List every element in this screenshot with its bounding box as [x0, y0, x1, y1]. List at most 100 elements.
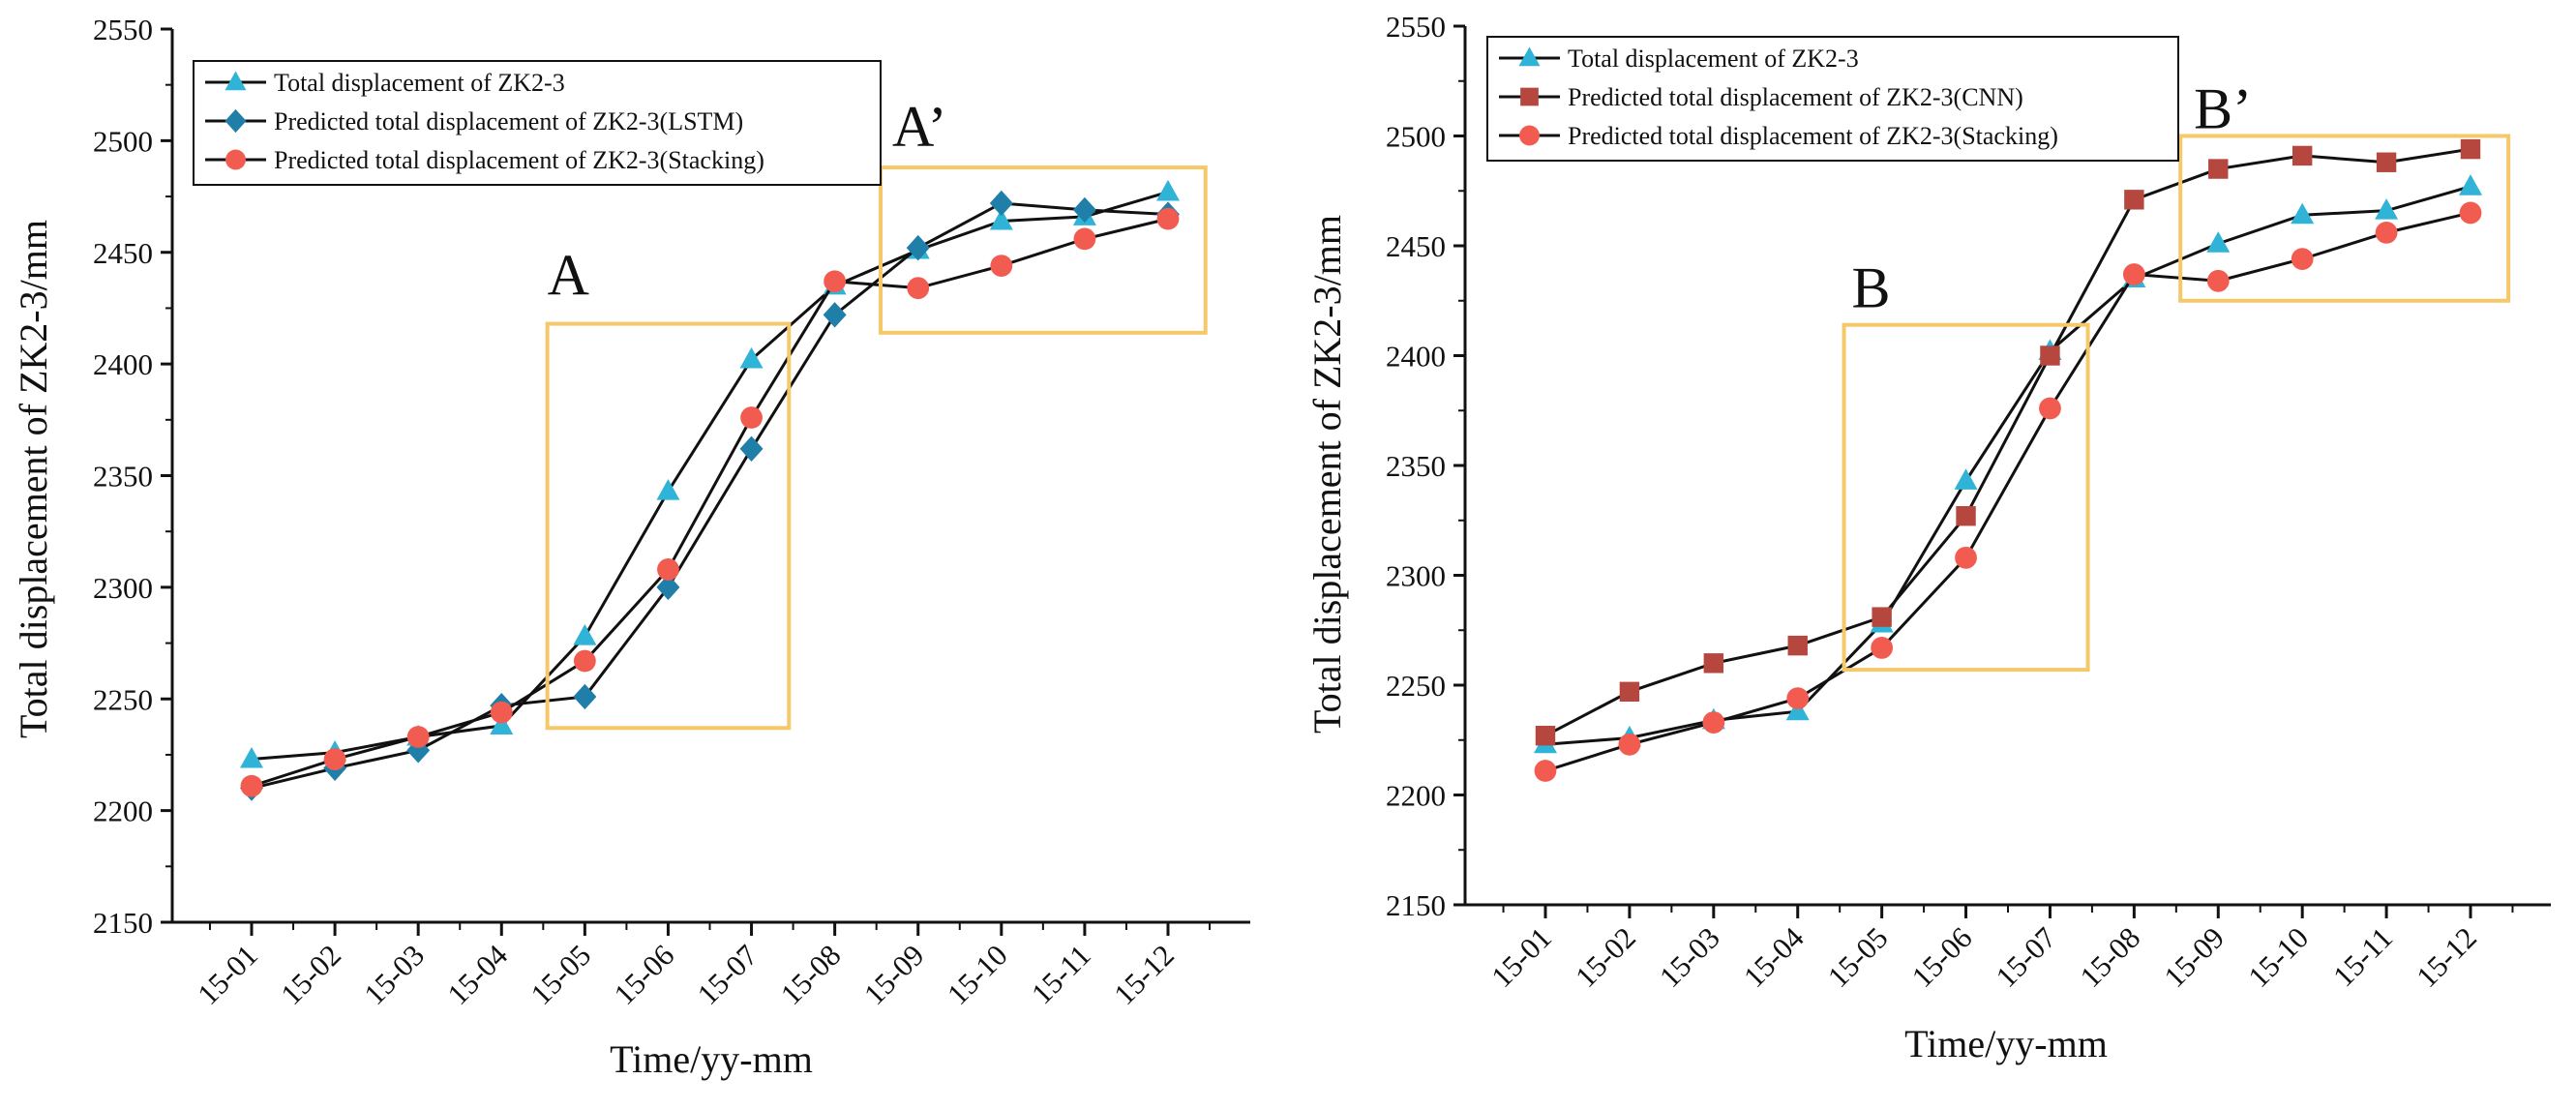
x-tick-label: 15-07: [1990, 920, 2063, 994]
data-point: [2376, 152, 2397, 172]
x-tick-label: 15-08: [2073, 920, 2146, 994]
data-point: [2124, 190, 2144, 210]
data-point: [1872, 607, 1892, 627]
data-point: [1534, 760, 1557, 782]
data-point: [323, 748, 346, 770]
x-tick-label: 15-10: [2241, 920, 2315, 994]
y-tick-label: 2200: [93, 794, 153, 828]
x-tick-label: 15-06: [608, 938, 681, 1011]
data-point: [2291, 145, 2313, 166]
data-point: [2375, 221, 2398, 244]
data-point: [2122, 263, 2145, 285]
data-point: [1156, 179, 1180, 201]
data-point: [2459, 201, 2482, 225]
x-tick-label: 15-05: [524, 938, 597, 1011]
series-0: [240, 179, 1180, 768]
annotation-label: B’: [2194, 77, 2252, 141]
data-point: [906, 234, 930, 261]
x-tick-label: 15-05: [1821, 920, 1895, 994]
x-tick-label: 15-04: [440, 938, 514, 1011]
legend-label: Predicted total displacement of ZK2-3(St…: [1568, 122, 2058, 150]
legend-label: Predicted total displacement of ZK2-3(CN…: [1568, 83, 2023, 111]
x-tick-label: 15-01: [1484, 920, 1558, 994]
x-tick-label: 15-02: [274, 938, 347, 1011]
annotation-label: A’: [892, 95, 947, 159]
chart-panel-right: 2150 2200 2250 2300 2350 2400 2450 2500 2550 15-0…: [1305, 10, 2551, 1065]
data-point: [740, 406, 763, 429]
y-tick-label: 2550: [1386, 10, 1446, 44]
x-tick-label: 15-11: [1025, 938, 1097, 1010]
x-tick-label: 15-12: [1107, 938, 1181, 1011]
y-tick-label: 2400: [93, 347, 153, 381]
x-tick-label: 15-09: [2157, 920, 2231, 994]
x-tick-label: 15-02: [1569, 920, 1642, 994]
data-point: [1618, 733, 1641, 756]
data-point: [2208, 159, 2229, 179]
x-tick-label: 15-10: [941, 938, 1014, 1011]
data-point: [1619, 681, 1640, 703]
y-tick-label: 2150: [1386, 888, 1446, 922]
series-line: [251, 217, 1169, 788]
y-tick-label: 2550: [93, 13, 153, 46]
data-point: [1871, 637, 1894, 659]
data-point: [656, 479, 680, 500]
y-tick-label: 2400: [1386, 340, 1446, 374]
data-point: [2375, 198, 2399, 220]
y-tick-label: 2250: [93, 682, 153, 716]
data-point: [989, 208, 1013, 230]
x-tick-label: 15-07: [691, 938, 764, 1011]
legend-label: Total displacement of ZK2-3: [1568, 45, 1859, 73]
data-point: [1703, 653, 1724, 674]
annotation-box: [545, 321, 792, 731]
legend-label: Predicted total displacement of ZK2-3(LS…: [274, 107, 743, 135]
data-point: [823, 302, 847, 328]
y-axis-title: Total displacement of ZK2-3/mm: [1305, 215, 1349, 734]
legend-marker: [1518, 46, 1541, 67]
y-tick-label: 2500: [93, 124, 153, 158]
legend-box: [1486, 36, 2179, 162]
series-line: [1544, 211, 2471, 772]
legend-box: [193, 60, 882, 186]
y-axis-title: Total displacement of ZK2-3/mm: [12, 220, 55, 738]
data-point: [1786, 687, 1810, 710]
legend-marker: [225, 108, 247, 134]
y-tick-label: 2350: [1386, 449, 1446, 483]
y-tick-label: 2150: [93, 906, 153, 940]
data-point: [490, 713, 514, 734]
legend: Total displacement of ZK2-3 Predicted tot…: [193, 60, 882, 186]
data-point: [990, 255, 1013, 277]
x-tick-label: 15-03: [357, 938, 431, 1011]
data-point: [1956, 506, 1976, 526]
x-tick-label: 15-06: [1905, 920, 1979, 994]
data-point: [739, 435, 764, 463]
data-point: [240, 746, 263, 768]
data-point: [2039, 397, 2061, 420]
data-point: [240, 774, 263, 797]
data-point: [2291, 202, 2315, 225]
annotation-label: B: [1852, 256, 1891, 320]
x-axis-title: Time/yy-mm: [1904, 1022, 2108, 1065]
data-point: [1072, 196, 1096, 224]
data-point: [1785, 699, 1810, 721]
legend-label: Total displacement of ZK2-3: [274, 69, 565, 97]
series-line: [1544, 185, 2471, 746]
x-tick-label: 15-12: [2410, 920, 2483, 994]
chart-panel-left: 2150 2200 2250 2300 2350 2400 2450 2500 2550 15-0…: [12, 13, 1250, 1081]
y-tick-label: 2450: [93, 236, 153, 270]
legend: Total displacement of ZK2-3 Predicted tot…: [1486, 36, 2179, 162]
data-point: [2206, 269, 2230, 292]
annotation-box: [1842, 322, 2090, 673]
series-0: [1534, 174, 2482, 754]
x-tick-label: 15-04: [1737, 920, 1811, 994]
series-2: [240, 207, 1180, 797]
data-point: [2040, 345, 2060, 366]
data-point: [1156, 207, 1180, 230]
y-tick-label: 2450: [1386, 229, 1446, 263]
series-line: [251, 201, 1169, 791]
y-tick-label: 2500: [1386, 120, 1446, 154]
data-point: [2206, 231, 2231, 253]
data-point: [739, 346, 764, 369]
data-point: [1954, 468, 1978, 490]
series-2: [1534, 201, 2482, 782]
data-point: [406, 726, 430, 748]
